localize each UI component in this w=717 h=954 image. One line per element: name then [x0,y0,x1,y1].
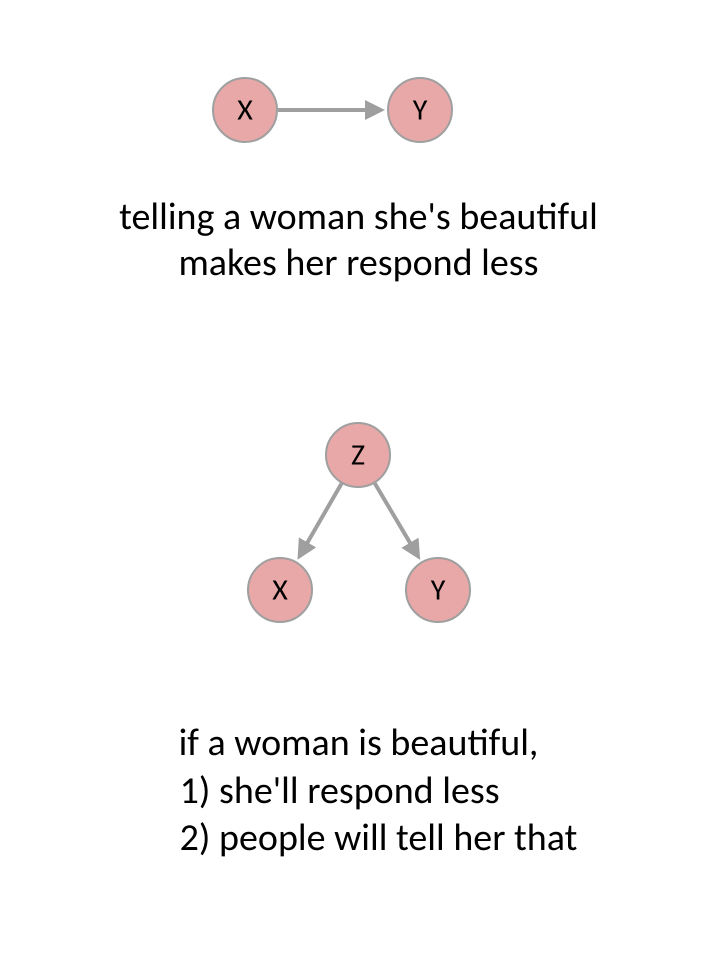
diagram-2: Z X Y [0,390,717,640]
caption-2-line-1: if a woman is beautiful, [140,720,578,768]
diagram-1: XY [0,30,717,190]
node-X: X [248,558,312,622]
node-Z: Z [326,423,390,487]
node-Y: Y [406,558,470,622]
node-Z-label: Z [351,437,365,474]
node-X: X [213,78,277,142]
caption-1-line-1: telling a woman she's beautiful [119,194,598,240]
node-Y-label: Y [413,92,428,129]
caption-2-line-2: 1) she'll respond less [140,768,578,816]
node-X-label: X [237,92,253,129]
node-Y-label: Y [431,572,446,609]
caption-2: if a woman is beautiful, 1) she'll respo… [0,720,717,863]
edge-Z-Y [375,483,418,556]
caption-2-line-3: 2) people will tell her that [140,815,578,863]
node-Y: Y [388,78,452,142]
edge-Z-X [300,484,342,557]
caption-1: telling a woman she's beautiful makes he… [0,195,717,286]
page: XY telling a woman she's beautiful makes… [0,0,717,954]
node-X-label: X [272,572,288,609]
caption-1-line-2: makes her respond less [178,240,538,286]
